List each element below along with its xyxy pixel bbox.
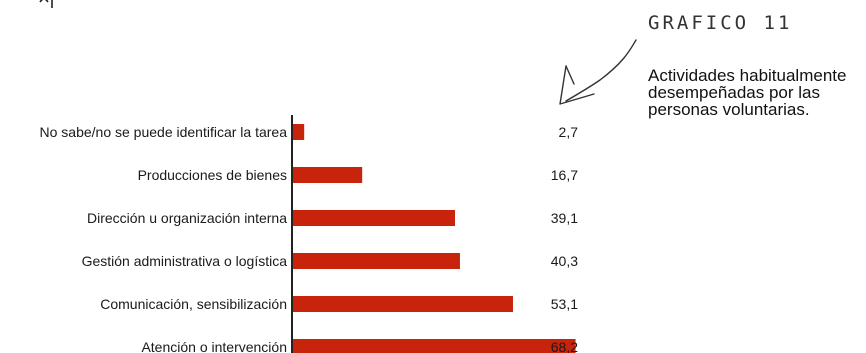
category-label: Producciones de bienes bbox=[138, 167, 287, 183]
arrow-annotation-icon bbox=[559, 39, 637, 105]
value-label: 39,1 bbox=[551, 210, 578, 226]
figure-caption: Actividades habitualmente desempeñadas p… bbox=[648, 66, 847, 119]
category-label: No sabe/no se puede identificar la tarea bbox=[40, 124, 288, 140]
figure-label: GRAFICO 11 bbox=[648, 12, 793, 34]
value-label: 16,7 bbox=[551, 167, 578, 183]
value-label: 68,2 bbox=[551, 339, 578, 353]
bar bbox=[293, 167, 363, 183]
bars-layer bbox=[293, 124, 576, 353]
category-label: Atención o intervención bbox=[141, 339, 287, 353]
value-label: 2,7 bbox=[559, 124, 579, 140]
value-label: 53,1 bbox=[551, 296, 578, 312]
bar bbox=[293, 124, 305, 140]
bar bbox=[293, 253, 460, 269]
value-label: 40,3 bbox=[551, 253, 578, 269]
category-label: Dirección u organización interna bbox=[87, 210, 287, 226]
bar bbox=[293, 339, 576, 353]
category-label: Gestión administrativa o logística bbox=[82, 253, 288, 269]
bar bbox=[293, 210, 455, 226]
category-label: Comunicación, sensibilización bbox=[100, 296, 287, 312]
cropped-text-fragment bbox=[39, 0, 53, 8]
labels-layer: No sabe/no se puede identificar la tarea… bbox=[40, 124, 579, 353]
bar bbox=[293, 296, 513, 312]
